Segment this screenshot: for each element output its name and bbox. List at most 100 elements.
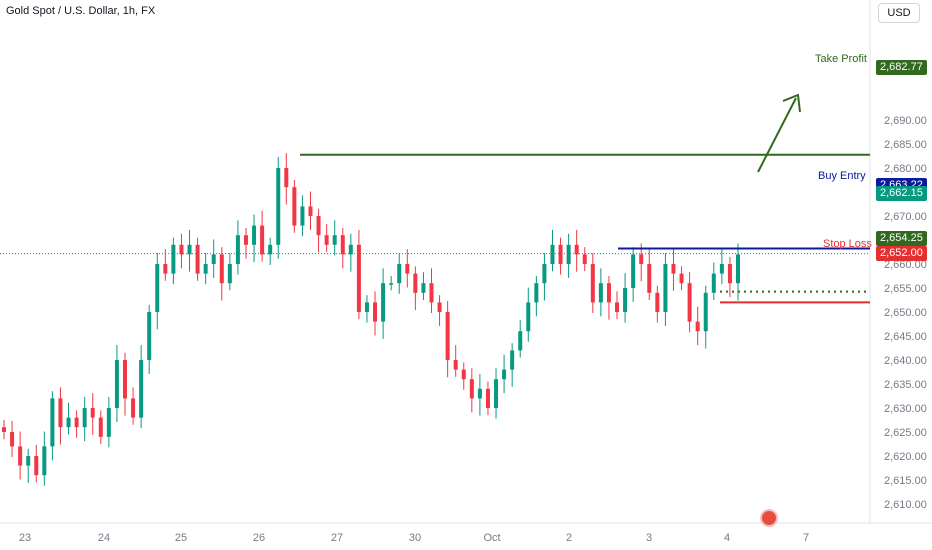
x-tick-label: 23: [19, 532, 31, 544]
symbol-title: Gold Spot / U.S. Dollar, 1h, FX: [6, 5, 156, 17]
candle-body: [284, 168, 289, 188]
candle-body: [558, 244, 563, 264]
candle-body: [203, 264, 208, 274]
candle-body: [114, 360, 119, 408]
candle-body: [324, 235, 329, 245]
candle-body: [518, 331, 523, 351]
candle-body: [131, 398, 136, 418]
candle-body: [703, 292, 708, 332]
y-tick-label: 2,610.00: [884, 499, 927, 511]
candle-body: [461, 369, 466, 380]
currency-button[interactable]: USD: [878, 3, 920, 23]
candle-body: [494, 379, 499, 408]
target-arrow-shaft: [757, 97, 797, 173]
candle-body: [340, 235, 345, 255]
y-tick-label: 2,615.00: [884, 475, 927, 487]
x-tick-label: 7: [803, 532, 809, 544]
candle-body: [2, 427, 6, 432]
candle-body: [34, 456, 39, 476]
candle-body: [18, 446, 23, 466]
x-tick-label: 2: [566, 532, 572, 544]
y-tick-label: 2,670.00: [884, 211, 927, 223]
candle-body: [373, 302, 378, 322]
candle-body: [695, 321, 700, 332]
take-profit-label: Take Profit: [815, 53, 867, 65]
y-tick-label: 2,640.00: [884, 355, 927, 367]
candle-body: [477, 388, 482, 399]
candle-body: [50, 398, 55, 447]
pivot-price-tag: 2,654.25: [876, 231, 927, 246]
candle-body: [671, 264, 676, 274]
candle-body: [155, 264, 160, 312]
x-tick-label: 24: [98, 532, 110, 544]
candle-body: [90, 408, 95, 418]
candle-body: [243, 235, 248, 245]
candle-body: [268, 244, 273, 255]
y-tick-label: 2,645.00: [884, 331, 927, 343]
candle-body: [356, 244, 361, 312]
candle-body: [171, 244, 176, 274]
candle-body: [276, 168, 281, 245]
candle-body: [10, 432, 15, 447]
candle-body: [623, 288, 628, 312]
candle-body: [74, 417, 79, 428]
candle-body: [58, 398, 63, 428]
candle-body: [469, 379, 474, 399]
current-price-tag: 2,662.15: [876, 186, 927, 201]
candle-body: [235, 235, 240, 264]
candle-body: [736, 254, 740, 284]
candle-body: [615, 302, 620, 312]
x-tick-label: Oct: [483, 532, 500, 544]
candle-body: [308, 206, 313, 216]
x-tick-label: 30: [409, 532, 421, 544]
candle-body: [122, 360, 127, 399]
candle-body: [397, 264, 402, 284]
candle-body: [510, 350, 515, 370]
candle-body: [647, 264, 652, 293]
x-tick-label: 26: [253, 532, 265, 544]
candle-body: [413, 273, 418, 293]
candle-body: [42, 446, 47, 476]
y-tick-label: 2,690.00: [884, 115, 927, 127]
candle-body: [252, 225, 257, 245]
buy-entry-label: Buy Entry: [818, 170, 866, 182]
candle-body: [711, 273, 716, 293]
candle-body: [429, 283, 434, 303]
candle-body: [260, 225, 265, 255]
candle-body: [187, 244, 192, 255]
candle-body: [582, 254, 587, 264]
candle-body: [300, 206, 305, 226]
candle-body: [219, 254, 224, 284]
y-tick-label: 2,650.00: [884, 307, 927, 319]
take-profit-price-tag: 2,682.77: [876, 60, 927, 75]
candle-body: [364, 302, 369, 312]
candle-body: [389, 283, 394, 285]
candle-body: [292, 187, 297, 226]
candle-body: [606, 283, 611, 303]
candle-body: [687, 283, 692, 322]
y-tick-label: 2,655.00: [884, 283, 927, 295]
candle-body: [26, 456, 31, 466]
x-tick-label: 27: [331, 532, 343, 544]
y-tick-label: 2,630.00: [884, 403, 927, 415]
x-tick-label: 4: [724, 532, 730, 544]
candle-body: [179, 244, 184, 255]
candle-body: [679, 273, 684, 284]
candle-body: [421, 283, 426, 293]
candle-body: [639, 254, 644, 264]
candle-body: [566, 244, 571, 264]
y-tick-label: 2,620.00: [884, 451, 927, 463]
y-tick-label: 2,680.00: [884, 163, 927, 175]
candle-body: [437, 302, 442, 312]
candle-body: [727, 264, 732, 284]
candle-body: [534, 283, 539, 303]
candle-body: [631, 254, 636, 288]
target-arrow-head: [782, 93, 801, 113]
candle-body: [332, 235, 337, 245]
candle-body: [453, 360, 458, 370]
candle-body: [663, 264, 668, 312]
candle-body: [163, 264, 168, 274]
candle-body: [211, 254, 216, 264]
x-tick-label: 25: [175, 532, 187, 544]
